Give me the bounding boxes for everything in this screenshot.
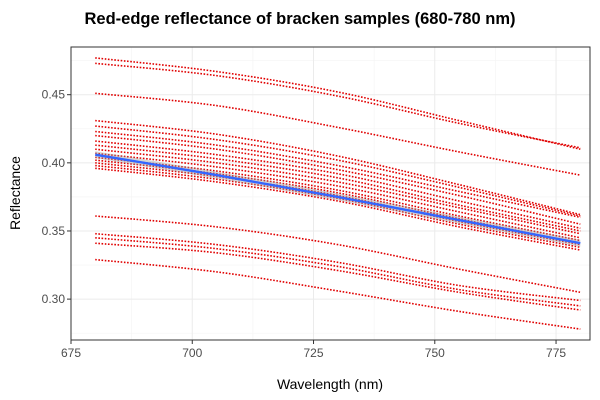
y-tick-label: 0.35: [42, 224, 66, 238]
y-tick-label: 0.45: [42, 88, 66, 102]
sample-series-line: [95, 148, 581, 235]
x-tick-label: 675: [61, 346, 81, 360]
x-tick-label: 775: [546, 346, 566, 360]
sample-series-line: [95, 134, 581, 225]
sample-series-line: [95, 242, 581, 311]
x-tick-label: 750: [425, 346, 445, 360]
chart-title: Red-edge reflectance of bracken samples …: [84, 10, 515, 28]
panel-border: [70, 46, 591, 341]
sample-series-line: [95, 258, 581, 330]
y-tick-label: 0.40: [42, 156, 66, 170]
sample-series-line: [95, 125, 581, 217]
sample-series-line: [95, 119, 581, 216]
sample-series-line: [95, 236, 581, 307]
sample-series-line: [95, 167, 581, 251]
plot-panel: [70, 46, 591, 341]
sample-series-line: [95, 162, 581, 246]
sample-series-line: [95, 156, 581, 242]
smooth-fit: [95, 151, 581, 247]
sample-series-line: [95, 130, 581, 219]
x-axis-title: Wavelength (nm): [277, 376, 383, 392]
sample-series-line: [95, 164, 581, 249]
x-axis: 675 700 725 750 775: [61, 340, 566, 360]
sample-series-line: [95, 232, 581, 302]
sample-series-line: [95, 215, 581, 294]
y-axis-title: Reflectance: [7, 156, 23, 230]
sample-series-line: [95, 152, 581, 239]
sample-series-line: [95, 62, 581, 149]
sample-series-line: [95, 144, 581, 232]
y-axis: 0.30 0.35 0.40 0.45: [42, 88, 71, 306]
x-tick-label: 700: [182, 346, 202, 360]
sample-series: [95, 57, 581, 330]
smooth-line: [95, 153, 581, 245]
sample-series-line: [95, 57, 581, 150]
x-tick-label: 725: [304, 346, 324, 360]
y-tick-label: 0.30: [42, 292, 66, 306]
sample-series-line: [95, 140, 581, 230]
sample-series-line: [95, 92, 581, 176]
